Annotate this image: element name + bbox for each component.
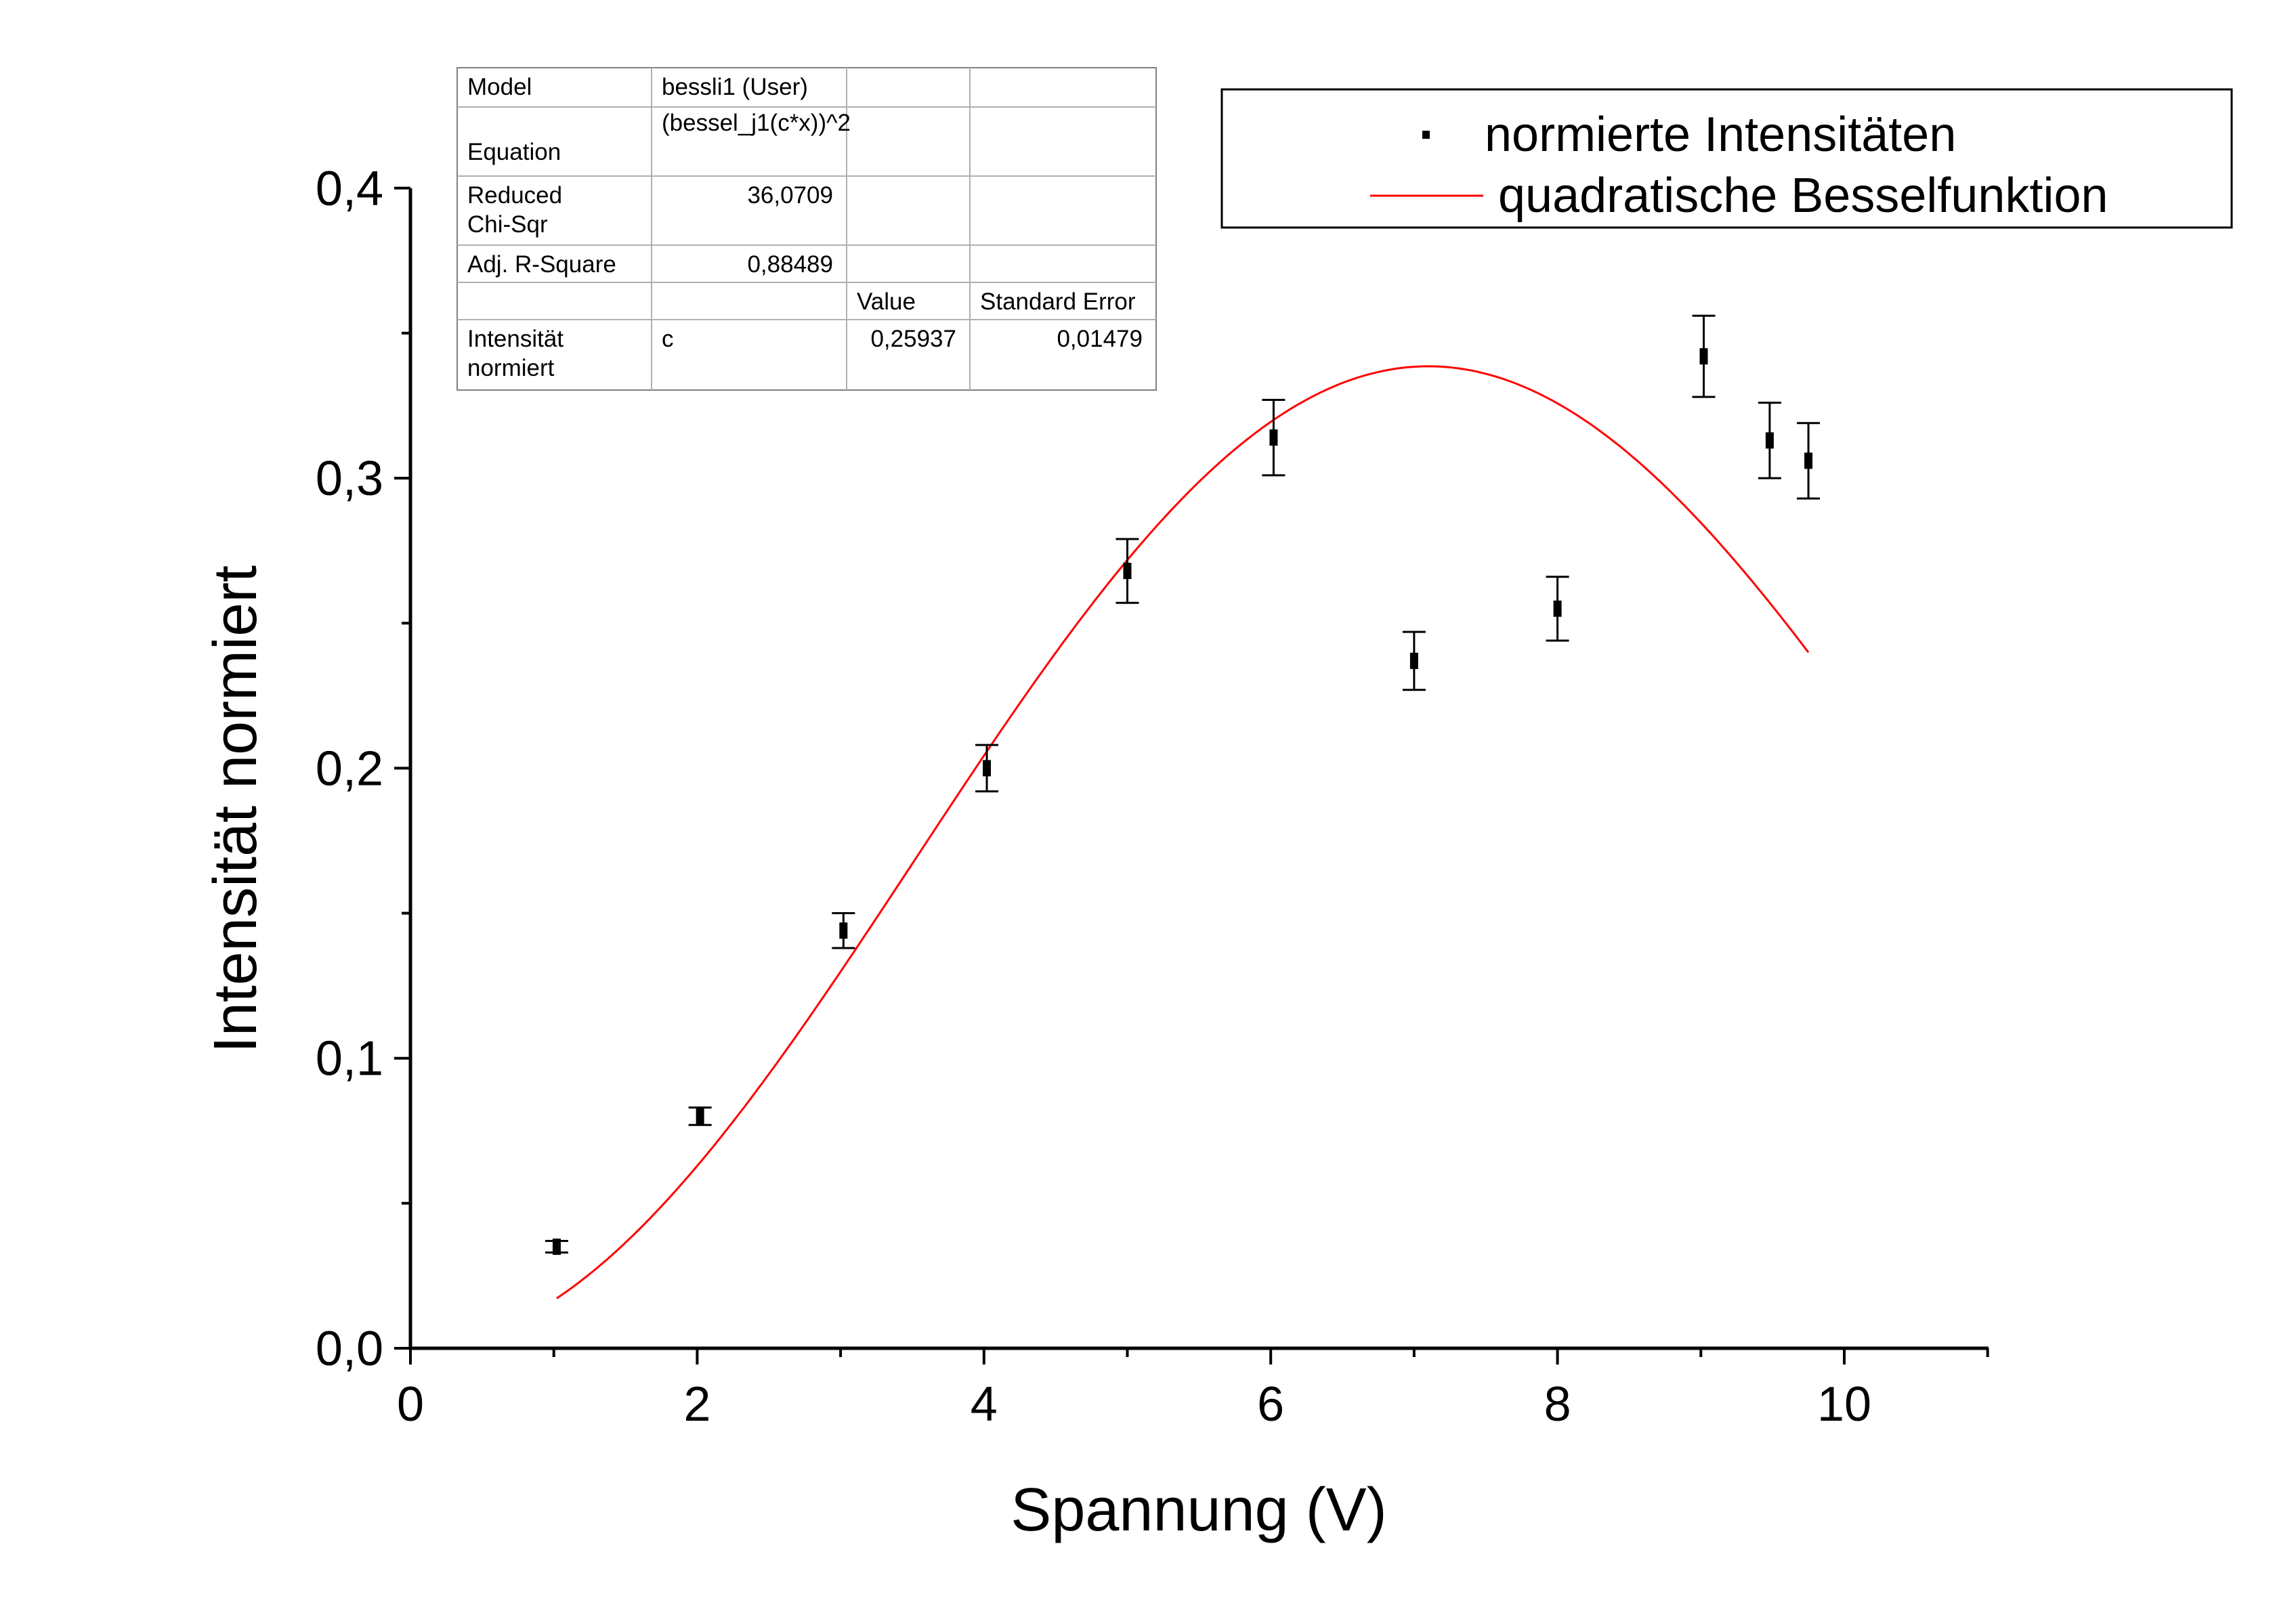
x-tick-label: 0 (397, 1377, 424, 1432)
table-cell-line: Standard Error (980, 288, 1136, 315)
table-cell: c (662, 326, 674, 352)
fit-table-frame (456, 67, 1157, 391)
data-marker (1699, 348, 1708, 365)
x-tick-label: 6 (1257, 1377, 1284, 1432)
table-cell-line: Intensität (467, 326, 564, 352)
table-cell-line: Model (467, 74, 532, 100)
data-point (1797, 422, 1821, 500)
y-tick-label: 0,1 (316, 1032, 383, 1086)
y-tick-label: 0,2 (316, 742, 383, 796)
data-marker (1123, 563, 1132, 580)
data-point (832, 912, 855, 949)
y-tick-label: 0,3 (316, 452, 383, 506)
x-tick-label: 8 (1544, 1377, 1571, 1432)
data-point (1402, 630, 1426, 691)
x-tick-label: 2 (683, 1377, 710, 1432)
table-cell-line: (bessel_j1(c*x))^2 (662, 110, 851, 136)
data-point (1262, 398, 1285, 477)
legend-label-scatter: normierte Intensitäten (1485, 108, 1956, 162)
data-marker (839, 922, 848, 939)
table-cell: bessli1 (User) (662, 74, 808, 100)
table-cell-line: 0,88489 (747, 251, 833, 278)
data-marker (1553, 600, 1562, 617)
data-marker (983, 760, 992, 777)
table-cell: 36,0709 (747, 182, 833, 209)
table-cell: Equation (467, 139, 561, 165)
data-point (1692, 314, 1716, 398)
table-cell-line: 0,01479 (1057, 326, 1143, 352)
data-point (688, 1107, 712, 1126)
y-tick-label: 0,0 (316, 1322, 383, 1376)
data-marker (1409, 652, 1418, 669)
data-marker (696, 1108, 704, 1125)
table-cell-line: Chi-Sqr (467, 211, 548, 238)
table-cell: (bessel_j1(c*x))^2 (662, 110, 851, 136)
table-cell-line: c (662, 326, 674, 352)
y-axis-title: Intensität normiert (202, 565, 270, 1053)
x-axis-title: Spannung (V) (1011, 1476, 1386, 1544)
data-point (1115, 538, 1139, 604)
legend: normierte Intensitäten quadratische Bess… (1220, 88, 2233, 229)
x-tick-label: 10 (1817, 1377, 1871, 1432)
table-cell: Adj. R-Square (467, 251, 616, 278)
legend-marker-scatter (1422, 131, 1430, 139)
table-cell: 0,88489 (747, 251, 833, 278)
table-cell-line: Adj. R-Square (467, 251, 616, 278)
table-cell: 0,25937 (870, 326, 956, 352)
data-marker (1269, 429, 1278, 446)
table-cell-line: Equation (467, 139, 561, 165)
table-cell: Value (857, 288, 916, 315)
fit-table: Model bessli1 (User) Equation (bessel_j1(c*… (456, 67, 1157, 391)
legend-frame (1220, 88, 2233, 229)
table-cell: Reduced Chi-Sqr (467, 182, 562, 238)
data-point (545, 1239, 568, 1255)
table-cell: Standard Error (980, 288, 1136, 315)
table-cell: Intensität normiert (467, 326, 564, 381)
table-cell: 0,01479 (1057, 326, 1143, 352)
data-marker (1804, 452, 1813, 469)
table-cell: Model (467, 74, 532, 100)
table-cell-line: 0,25937 (870, 326, 956, 352)
data-point (975, 744, 999, 793)
table-cell-line: Reduced (467, 182, 562, 209)
fit-line-series (556, 365, 1810, 1299)
y-tick-label: 0,4 (316, 162, 383, 216)
data-point (1758, 402, 1781, 479)
table-cell-line: Value (857, 288, 916, 315)
data-marker (552, 1239, 561, 1255)
table-cell-line: 36,0709 (747, 182, 833, 209)
legend-label-line: quadratische Besselfunktion (1498, 169, 2108, 223)
table-cell-line: bessli1 (User) (662, 74, 808, 100)
data-marker (1765, 432, 1774, 449)
data-point (1546, 576, 1569, 642)
table-cell-line: normiert (467, 355, 555, 381)
x-tick-label: 4 (971, 1377, 998, 1432)
